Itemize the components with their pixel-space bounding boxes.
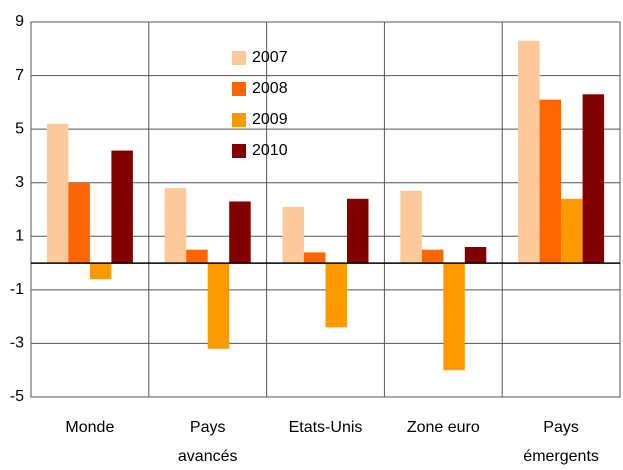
legend-swatch (232, 51, 246, 65)
bar (325, 263, 347, 328)
bar (164, 188, 187, 264)
bar (400, 190, 422, 264)
bar (68, 182, 90, 264)
bar (347, 198, 369, 264)
legend-label: 2007 (252, 49, 288, 66)
legend-swatch (232, 113, 246, 127)
bar (89, 263, 112, 280)
bar (207, 263, 230, 349)
y-tick-label: -3 (10, 335, 24, 352)
plot-frame (30, 21, 621, 398)
bar (561, 198, 583, 264)
x-tick-label: Pays émergents (523, 419, 599, 465)
legend-swatch (232, 82, 246, 96)
bar (421, 249, 444, 264)
bar (186, 249, 208, 264)
x-tick-label: Monde (65, 419, 115, 436)
legend-label: 2010 (252, 142, 288, 159)
legend-label: 2008 (252, 80, 288, 97)
x-tick-label: Zone euro (406, 419, 480, 436)
y-tick-label: -5 (10, 388, 24, 405)
bar (443, 263, 465, 371)
bar (582, 94, 605, 264)
y-tick-label: 1 (15, 228, 24, 245)
bar (282, 206, 304, 264)
bar (46, 123, 69, 264)
bar (111, 150, 133, 264)
y-tick-label: 9 (15, 13, 24, 30)
bar (518, 40, 540, 264)
x-tick-label: Etats-Unis (288, 419, 363, 436)
y-tick-label: 7 (15, 67, 24, 84)
y-tick-label: -1 (10, 281, 24, 298)
y-tick-label: 5 (15, 120, 24, 137)
bar (539, 99, 562, 264)
legend-label: 2009 (252, 111, 288, 128)
bar (229, 201, 251, 264)
y-tick-label: 3 (15, 174, 24, 191)
legend-swatch (232, 144, 246, 158)
bar (304, 252, 326, 264)
x-tick-label: Pays avancés (177, 419, 238, 465)
bar (464, 247, 487, 264)
